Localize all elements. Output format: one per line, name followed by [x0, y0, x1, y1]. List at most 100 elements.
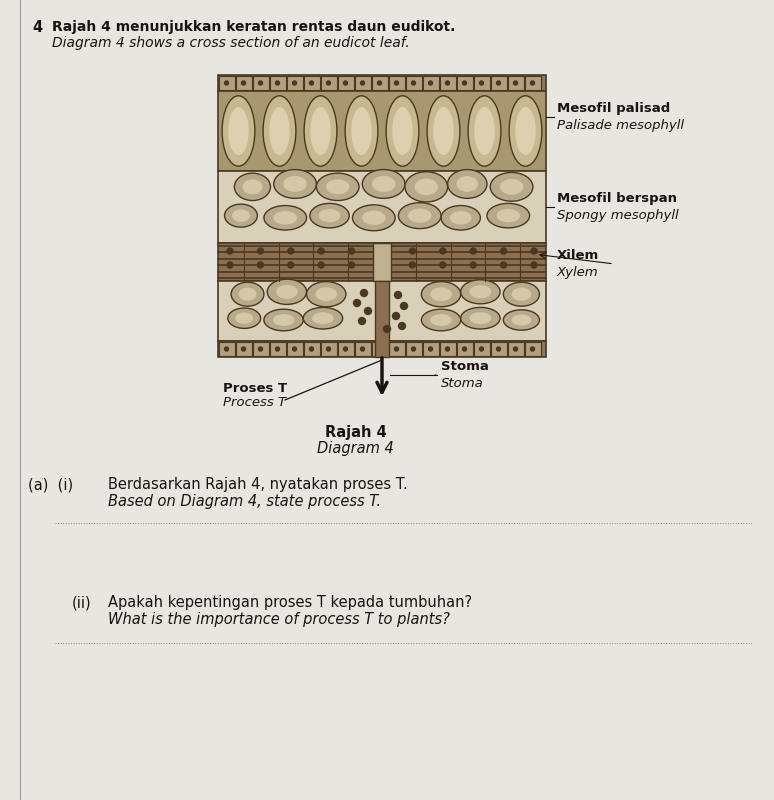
Ellipse shape [303, 307, 343, 329]
Circle shape [358, 318, 365, 325]
Ellipse shape [457, 176, 478, 192]
Ellipse shape [222, 96, 255, 166]
Circle shape [480, 347, 484, 351]
Ellipse shape [470, 312, 491, 324]
Ellipse shape [503, 310, 539, 330]
Ellipse shape [316, 287, 337, 301]
Bar [406, 76, 422, 90]
Bar [252, 342, 269, 356]
Text: Diagram 4: Diagram 4 [317, 441, 394, 456]
Bar [235, 342, 252, 356]
Bar [491, 76, 506, 90]
Bar [440, 76, 456, 90]
Circle shape [446, 347, 450, 351]
Circle shape [276, 347, 279, 351]
Circle shape [224, 81, 228, 85]
Bar [218, 171, 546, 243]
Bar [269, 342, 286, 356]
Circle shape [259, 347, 262, 351]
Ellipse shape [415, 178, 438, 195]
Text: Proses T: Proses T [223, 382, 287, 395]
Circle shape [227, 248, 233, 254]
Text: Mesofil berspan: Mesofil berspan [557, 192, 677, 205]
Bar [252, 76, 269, 90]
Text: Rajah 4 menunjukkan keratan rentas daun eudikot.: Rajah 4 menunjukkan keratan rentas daun … [52, 20, 455, 34]
Circle shape [259, 81, 262, 85]
Ellipse shape [235, 313, 253, 324]
Bar [218, 281, 546, 341]
Circle shape [513, 81, 518, 85]
Ellipse shape [450, 211, 471, 225]
Ellipse shape [461, 307, 500, 329]
Circle shape [463, 347, 467, 351]
Ellipse shape [304, 96, 337, 166]
Text: (a)  (i): (a) (i) [28, 477, 73, 492]
Bar [320, 76, 337, 90]
Ellipse shape [487, 203, 529, 228]
Circle shape [288, 262, 294, 268]
Bar [354, 342, 371, 356]
Text: Palisade mesophyll: Palisade mesophyll [557, 118, 684, 131]
Circle shape [409, 248, 416, 254]
Text: (ii): (ii) [72, 595, 91, 610]
Bar [525, 342, 540, 356]
Text: 4: 4 [32, 20, 42, 35]
Ellipse shape [310, 203, 349, 228]
Ellipse shape [386, 96, 419, 166]
Circle shape [395, 347, 399, 351]
Bar [372, 342, 388, 356]
Ellipse shape [497, 209, 520, 222]
Bar [218, 76, 235, 90]
Circle shape [327, 81, 330, 85]
Bar [354, 76, 371, 90]
Ellipse shape [351, 107, 372, 155]
Circle shape [501, 262, 507, 268]
Bar [508, 342, 523, 356]
Ellipse shape [430, 314, 452, 326]
Ellipse shape [503, 282, 539, 306]
Ellipse shape [345, 96, 378, 166]
Bar [235, 76, 252, 90]
Bar [320, 342, 337, 356]
Text: Process T: Process T [223, 396, 286, 409]
Circle shape [496, 81, 501, 85]
Ellipse shape [319, 209, 341, 222]
Ellipse shape [512, 288, 531, 301]
Text: Mesofil palisad: Mesofil palisad [557, 102, 670, 114]
Circle shape [501, 248, 507, 254]
Circle shape [354, 299, 361, 306]
Circle shape [361, 347, 365, 351]
Ellipse shape [317, 173, 359, 201]
Ellipse shape [269, 107, 289, 155]
Circle shape [378, 81, 382, 85]
Bar [474, 342, 489, 356]
Ellipse shape [238, 288, 256, 301]
Bar [423, 342, 439, 356]
Ellipse shape [312, 312, 334, 324]
Ellipse shape [461, 280, 500, 304]
Circle shape [412, 81, 416, 85]
Circle shape [327, 347, 330, 351]
Circle shape [318, 248, 324, 254]
Text: Apakah kepentingan proses T kepada tumbuhan?: Apakah kepentingan proses T kepada tumbu… [108, 595, 472, 610]
Circle shape [530, 81, 535, 85]
Circle shape [348, 248, 354, 254]
Ellipse shape [242, 179, 262, 194]
Circle shape [392, 313, 399, 319]
Circle shape [395, 81, 399, 85]
Text: Xilem: Xilem [557, 249, 599, 262]
Circle shape [446, 81, 450, 85]
Bar [375, 281, 389, 357]
Bar [218, 341, 546, 357]
Circle shape [258, 262, 263, 268]
Circle shape [463, 81, 467, 85]
Ellipse shape [399, 202, 441, 229]
Bar [218, 75, 546, 91]
Bar [389, 342, 405, 356]
Circle shape [288, 248, 294, 254]
Ellipse shape [421, 309, 461, 331]
Bar [372, 76, 388, 90]
Ellipse shape [490, 173, 533, 202]
Circle shape [365, 307, 372, 314]
Ellipse shape [515, 107, 536, 155]
